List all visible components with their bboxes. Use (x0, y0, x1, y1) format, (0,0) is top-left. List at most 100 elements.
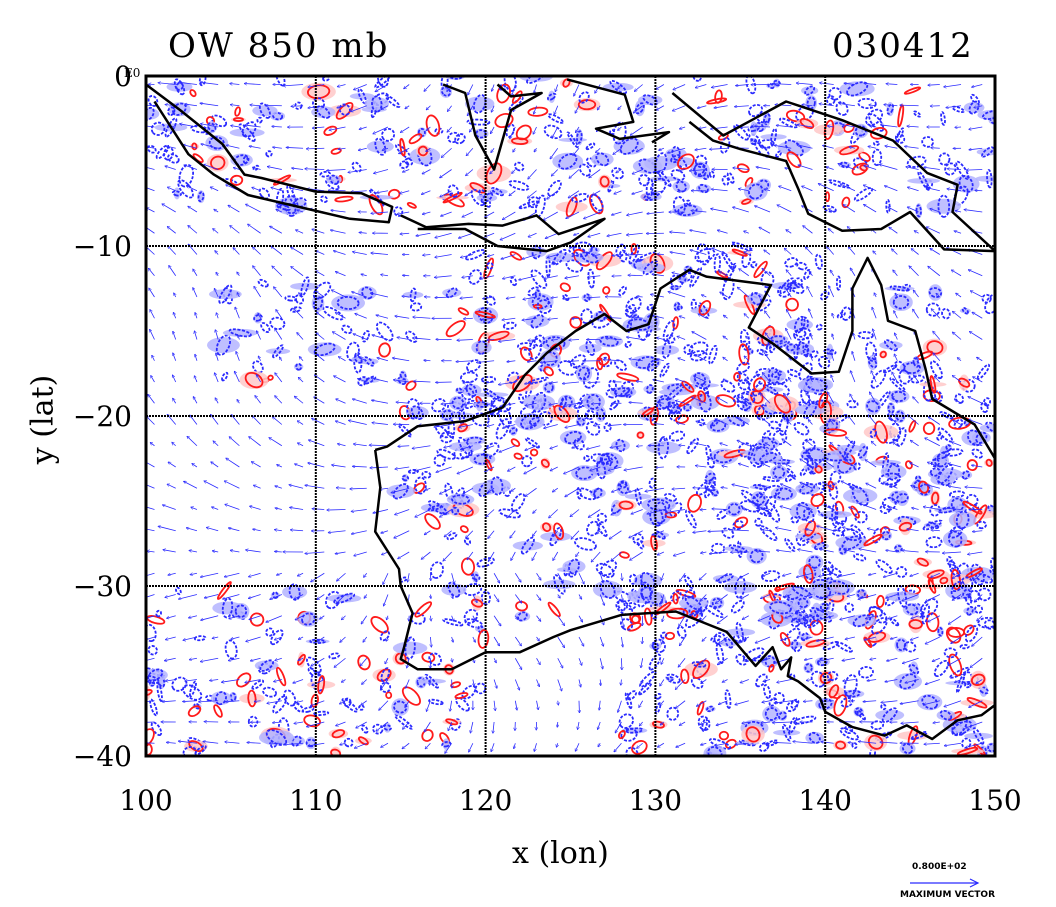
wind-vector (441, 147, 452, 157)
wind-vector (372, 335, 389, 340)
ow-positive-contour (598, 352, 611, 366)
wind-vector (210, 680, 219, 681)
ow-fill-region (360, 377, 380, 383)
ow-negative-contour (768, 420, 781, 430)
ow-negative-contour (428, 698, 444, 706)
wind-vector (554, 105, 559, 115)
wind-vector (422, 169, 431, 174)
ow-negative-contour (964, 681, 972, 689)
ow-fill-region (920, 583, 944, 590)
wind-vector (331, 290, 346, 298)
ow-negative-contour (624, 341, 632, 348)
wind-vector (398, 551, 410, 559)
wind-vector (829, 286, 835, 298)
ow-negative-contour (582, 367, 599, 389)
wind-vector (806, 440, 813, 447)
ow-fill-region (908, 615, 923, 634)
ow-negative-contour (889, 617, 900, 627)
wind-vector (598, 743, 600, 746)
ow-negative-contour (891, 390, 907, 403)
ow-negative-contour (971, 448, 983, 459)
wind-vector (668, 292, 686, 298)
wind-vector (599, 700, 600, 710)
ow-negative-contour (265, 150, 273, 158)
wind-vector (506, 297, 516, 299)
ow-negative-contour (773, 692, 785, 705)
ow-positive-contour (515, 600, 529, 612)
wind-vector (336, 399, 346, 404)
ow-negative-contour (723, 262, 737, 282)
ow-positive-contour (903, 86, 922, 95)
ow-negative-contour (936, 433, 943, 441)
wind-vector (162, 701, 176, 702)
wind-vector (149, 288, 155, 298)
wind-vector (624, 466, 643, 470)
ow-negative-contour (820, 602, 829, 612)
ow-negative-contour (981, 146, 994, 158)
ow-negative-contour (837, 457, 853, 474)
ow-negative-contour (790, 698, 800, 709)
ow-negative-contour (446, 532, 458, 541)
wind-vector (832, 334, 834, 340)
ow-negative-contour (975, 573, 994, 584)
wind-vector (549, 509, 559, 518)
ow-fill-region (208, 289, 242, 300)
wind-vector (463, 318, 473, 319)
ow-negative-contour (596, 512, 608, 524)
ow-negative-contour (665, 334, 676, 344)
wind-vector (358, 147, 367, 150)
wind-vector (289, 485, 304, 489)
wind-vector (421, 190, 431, 195)
wind-vector (298, 443, 304, 447)
wind-vector (297, 421, 304, 425)
ow-negative-contour (416, 677, 426, 688)
wind-vector (184, 481, 198, 489)
ow-negative-contour (846, 399, 859, 409)
wind-vector (374, 169, 389, 174)
wind-vector (412, 338, 431, 340)
ow-negative-contour (486, 405, 498, 417)
ow-negative-contour (275, 188, 285, 209)
ow-negative-contour (238, 123, 256, 142)
wind-vector (225, 742, 240, 743)
ow-fill-region (939, 445, 948, 465)
wind-vector (848, 247, 856, 255)
ow-negative-contour (912, 110, 922, 118)
ow-positive-contour (897, 104, 905, 128)
ow-negative-contour (609, 129, 615, 135)
wind-vector (316, 251, 325, 255)
wind-vector (283, 84, 304, 86)
wind-vector (755, 206, 771, 213)
wind-vector (755, 636, 771, 643)
ow-positive-contour (950, 569, 961, 591)
ow-negative-contour (779, 117, 798, 129)
ow-fill-region (880, 464, 907, 480)
wind-vector (275, 530, 282, 531)
wind-vector (536, 573, 541, 580)
ow-negative-contour (505, 123, 515, 138)
wind-vector (451, 573, 455, 583)
ow-negative-contour (571, 192, 589, 203)
ow-negative-contour (490, 396, 512, 413)
ow-negative-contour (763, 384, 779, 396)
ow-positive-contour (828, 684, 840, 699)
wind-vector (187, 436, 198, 447)
wind-vector (780, 506, 792, 510)
wind-vector (659, 148, 665, 150)
wind-vector (925, 636, 940, 644)
ow-negative-contour (791, 585, 813, 599)
ow-fill-region (800, 639, 831, 648)
ow-positive-contour (317, 675, 326, 695)
wind-vector (887, 657, 898, 661)
ow-positive-contour (357, 654, 371, 671)
wind-vector (890, 636, 898, 639)
wind-vector (469, 743, 474, 752)
ow-negative-contour (698, 302, 710, 319)
ow-positive-contour (406, 201, 417, 209)
ow-negative-contour (739, 329, 751, 351)
wind-vector (965, 487, 983, 488)
ow-positive-contour (146, 728, 155, 748)
ow-fill-region (613, 137, 645, 155)
ow-negative-contour (721, 527, 735, 539)
wind-vector (731, 530, 749, 531)
